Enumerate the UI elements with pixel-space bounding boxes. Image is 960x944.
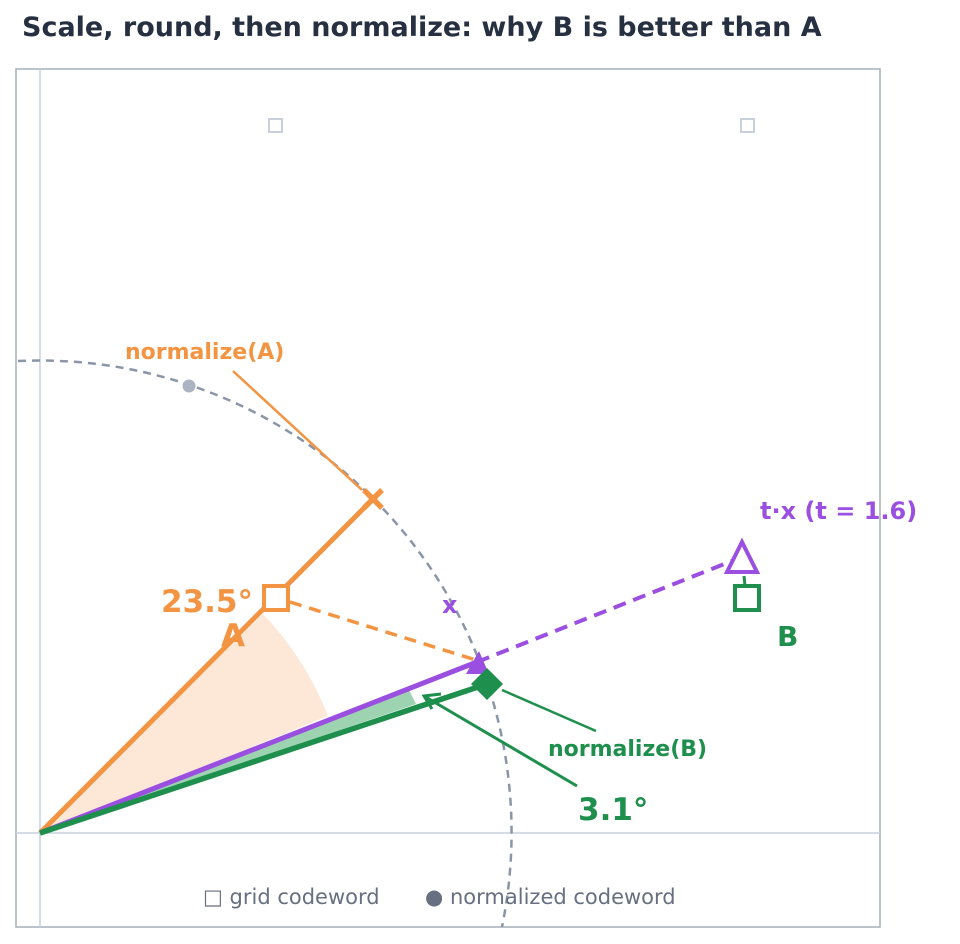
scaled-x-dashed-line [476, 555, 743, 664]
point-a-label: A [221, 618, 245, 654]
normalized-codeword-dot [182, 379, 196, 393]
vector-a-line [38, 497, 375, 835]
normalize-b-callout-line [501, 688, 597, 733]
angle-a-label: 23.5° [161, 584, 253, 620]
codeword-b-marker [733, 584, 761, 612]
grid-codeword-marker [740, 118, 755, 133]
normalize-b-marker [471, 668, 503, 700]
a-to-x-dashed-line [289, 600, 480, 663]
scaled-x-marker [723, 537, 761, 574]
codeword-a-marker [262, 584, 290, 612]
angle-b-label: 3.1° [578, 792, 648, 828]
angle-b-arrow [421, 692, 578, 788]
legend-normalized-codeword: ● normalized codeword [425, 885, 676, 909]
normalize-a-marker [362, 488, 384, 510]
vector-x-line [39, 659, 478, 836]
vector-x-marker [466, 651, 489, 674]
legend-grid-codeword: □ grid codeword [203, 885, 380, 909]
page-title: Scale, round, then normalize: why B is b… [22, 12, 822, 43]
normalize-b-label: normalize(B) [548, 737, 707, 762]
unit-circle-arc [17, 359, 513, 927]
normalize-a-callout-line [232, 370, 363, 491]
angle-a-wedge [40, 614, 328, 833]
normalize-a-label: normalize(A) [125, 340, 284, 365]
vector-b-line [39, 681, 488, 836]
vector-x-label: x [442, 591, 458, 619]
point-b-label: B [777, 620, 798, 653]
scaled-x-label: t·x (t = 1.6) [760, 497, 917, 525]
grid-codeword-marker [268, 118, 283, 133]
